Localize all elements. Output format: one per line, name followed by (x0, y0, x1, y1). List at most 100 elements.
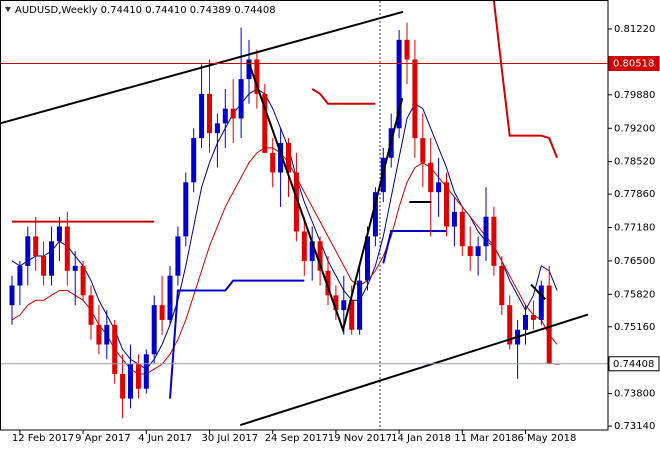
candle-body (428, 162, 434, 193)
symbol-icon (5, 7, 11, 12)
candle-body (214, 123, 220, 134)
candle-body (230, 108, 236, 119)
y-tick-label: 0.75160 (614, 322, 655, 333)
candle-body (301, 231, 307, 261)
y-tick-label: 0.79880 (614, 90, 655, 101)
x-tick-label: 19 Nov 2017 (328, 433, 392, 444)
candle-body (499, 265, 505, 306)
y-tick-label: 0.79200 (614, 123, 655, 134)
candle-body (483, 216, 489, 247)
trendline (247, 60, 404, 334)
x-tick-label: 12 Feb 2017 (12, 433, 74, 444)
candle-body (396, 39, 402, 129)
candle-body (88, 295, 94, 325)
plot-frame (0, 0, 609, 431)
candle-body (365, 236, 370, 281)
y-tick-label: 0.73140 (614, 421, 655, 432)
candle-body (25, 236, 31, 266)
candle-body (530, 315, 536, 320)
candle-body (444, 182, 449, 227)
x-tick-label: 9 Apr 2017 (75, 433, 130, 444)
candle-body (175, 236, 181, 276)
candle-body (349, 300, 355, 330)
candle-body (199, 93, 205, 139)
x-tick-label: 11 Mar 2018 (454, 433, 517, 444)
trendline (530, 283, 546, 300)
candle-body (72, 265, 78, 271)
candle-body (9, 285, 15, 306)
candle-body (475, 246, 481, 257)
candle-body (270, 152, 276, 173)
candle-body (333, 295, 339, 311)
plot-area (1, 1, 589, 427)
candle-body (41, 256, 47, 276)
candle-body (143, 354, 149, 389)
price-label-box (608, 356, 660, 372)
candle-body (128, 364, 133, 399)
candle-body (238, 79, 244, 119)
candle-body (64, 226, 70, 271)
candle-body (96, 324, 102, 345)
candle-body (80, 265, 86, 296)
x-tick-label: 4 Jun 2017 (138, 433, 192, 444)
candle-body (293, 172, 299, 232)
candle-body (191, 138, 197, 183)
candle-body (135, 364, 141, 389)
candle-body (151, 305, 157, 355)
candle-body (451, 211, 457, 227)
y-tick-label: 0.75820 (614, 289, 655, 300)
y-tick-label: 0.73800 (614, 389, 655, 400)
trendline (240, 313, 589, 427)
trendline (1, 10, 404, 125)
candle-body (104, 324, 110, 345)
candle-body (412, 59, 418, 139)
candle-body (112, 324, 118, 374)
candle-body (246, 59, 252, 80)
candle-body (17, 265, 23, 286)
candle-body (183, 182, 189, 237)
chart-title: AUDUSD,Weekly 0.74410 0.74410 0.74389 0.… (15, 5, 276, 16)
candle-body (467, 246, 473, 257)
candle-body (159, 305, 165, 320)
y-tick-label: 0.76500 (614, 256, 655, 267)
candle-body (262, 93, 268, 153)
candle-body (436, 182, 442, 193)
candle-body (491, 216, 497, 266)
candle-body (325, 270, 331, 296)
candle-body (33, 236, 39, 257)
candle-body (546, 285, 552, 364)
x-tick-label: 24 Sep 2017 (265, 433, 328, 444)
x-tick-label: 14 Jan 2018 (391, 433, 451, 444)
candle-body (222, 108, 228, 124)
candle-body (523, 315, 528, 330)
price-label: 0.74408 (613, 359, 654, 370)
candle-body (317, 241, 323, 271)
price-label: 0.80518 (613, 59, 654, 70)
candle-body (507, 305, 513, 345)
y-tick-label: 0.78520 (614, 157, 655, 168)
candle-body (357, 280, 363, 330)
x-tick-label: 30 Jul 2017 (202, 433, 259, 444)
candle-body (372, 192, 378, 237)
candle-body (120, 373, 126, 399)
y-tick-label: 0.81220 (614, 24, 655, 35)
candle-body (207, 93, 212, 134)
candle-body (49, 241, 54, 276)
candle-body (167, 275, 173, 320)
candle-body (278, 143, 284, 173)
candle-body (538, 285, 544, 320)
candle-body (420, 138, 426, 163)
candle-body (56, 226, 62, 242)
candle-body (459, 211, 465, 247)
candle-body (254, 59, 260, 94)
price-label-box (608, 56, 660, 72)
candle-body (286, 143, 291, 173)
candle-body (309, 241, 315, 261)
candle-body (341, 300, 347, 311)
x-tick-label: 6 May 2018 (518, 433, 577, 444)
y-tick-label: 0.77180 (614, 223, 655, 234)
y-tick-label: 0.77860 (614, 189, 655, 200)
